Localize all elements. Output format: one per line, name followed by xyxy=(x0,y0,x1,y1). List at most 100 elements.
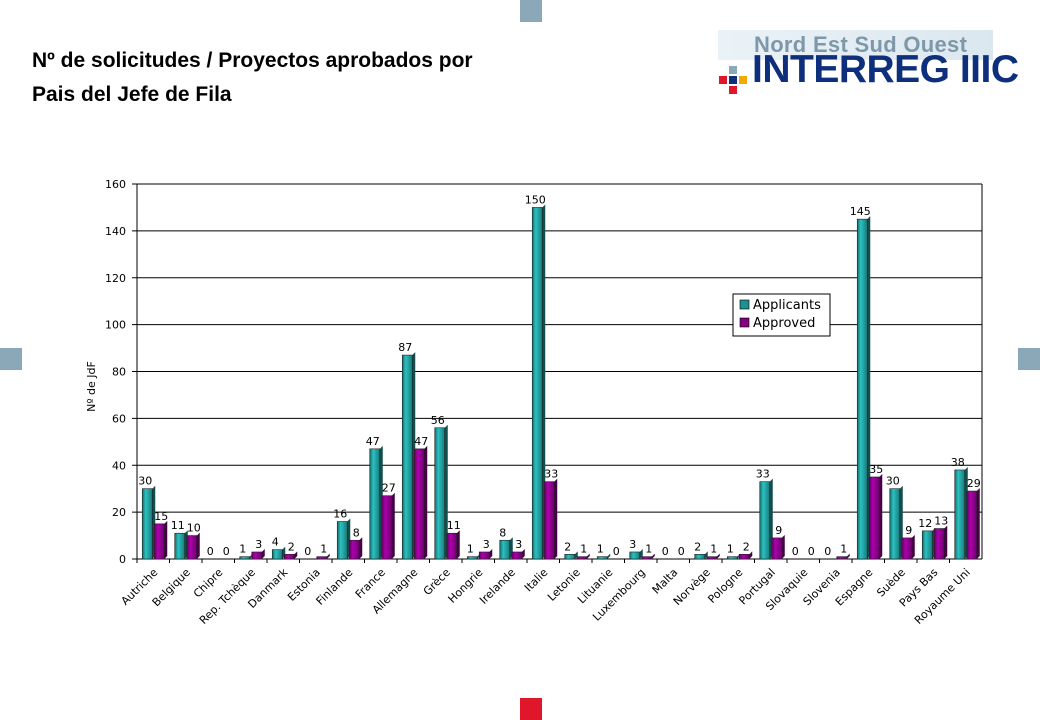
data-label-applicants: 3 xyxy=(629,538,636,551)
data-label-approved: 27 xyxy=(382,482,396,495)
bar-applicants xyxy=(596,556,608,560)
logo-dots-icon xyxy=(718,60,748,96)
y-tick-label: 140 xyxy=(105,225,126,238)
bar-applicants xyxy=(271,549,283,560)
y-tick-label: 120 xyxy=(105,272,126,285)
slide-title-line2: Pais del Jefe de Fila xyxy=(32,83,232,106)
data-label-approved: 15 xyxy=(154,510,168,523)
bar-applicants xyxy=(174,532,186,560)
data-label-approved: 1 xyxy=(645,543,652,556)
bar-approved xyxy=(641,556,653,560)
bar-side-approved xyxy=(781,534,785,559)
bar-side-approved xyxy=(391,492,395,559)
slide-title: Nº de solicitudes / Proyectos aprobados … xyxy=(32,44,473,112)
data-label-approved: 0 xyxy=(223,545,230,558)
data-label-approved: 0 xyxy=(613,545,620,558)
data-label-applicants: 1 xyxy=(727,543,734,556)
bar-approved xyxy=(576,556,588,560)
legend-swatch-applicants xyxy=(739,299,750,310)
data-label-approved: 9 xyxy=(905,524,912,537)
legend: Applicants Approved xyxy=(732,293,831,337)
logo-top-text: Nord Est Sud Ouest xyxy=(754,32,968,57)
data-label-approved: 3 xyxy=(255,538,262,551)
data-label-applicants: 30 xyxy=(138,475,152,488)
bar-side-applicants xyxy=(607,553,611,559)
bar-approved xyxy=(316,556,328,560)
bar-applicants xyxy=(564,554,576,560)
bar-side-approved xyxy=(294,551,298,559)
data-label-applicants: 56 xyxy=(431,414,445,427)
bar-side-approved xyxy=(489,548,493,559)
bar-side-approved xyxy=(456,530,460,559)
data-label-approved: 10 xyxy=(187,522,201,535)
bar-side-approved xyxy=(716,553,720,559)
bar-applicants xyxy=(336,521,348,560)
decorative-square-top xyxy=(520,0,542,22)
data-label-applicants: 0 xyxy=(304,545,311,558)
x-tick-label: Malta xyxy=(650,566,681,597)
interreg-logo: Nord Est Sud Ouest INTERREG IIIC xyxy=(718,30,1019,96)
bar-applicants xyxy=(466,556,478,560)
data-label-applicants: 0 xyxy=(792,545,799,558)
bar-approved xyxy=(933,528,945,560)
bar-approved xyxy=(153,523,165,560)
y-tick-label: 0 xyxy=(119,553,126,566)
x-tick-label: Finlande xyxy=(314,566,356,608)
bar-side-approved xyxy=(879,473,883,559)
bar-approved xyxy=(966,490,978,560)
bar-applicants xyxy=(141,488,153,560)
data-label-applicants: 0 xyxy=(824,545,831,558)
data-label-applicants: 47 xyxy=(366,435,380,448)
data-label-approved: 2 xyxy=(288,540,295,553)
data-label-applicants: 12 xyxy=(918,517,932,530)
data-label-approved: 33 xyxy=(544,468,558,481)
bar-applicants xyxy=(694,554,706,560)
bar-side-applicants xyxy=(444,424,448,559)
bar-approved xyxy=(348,539,360,560)
data-label-applicants: 11 xyxy=(171,519,185,532)
data-label-approved: 2 xyxy=(743,540,750,553)
bar-applicants xyxy=(369,448,381,560)
data-label-approved: 1 xyxy=(710,543,717,556)
bar-side-approved xyxy=(586,553,590,559)
legend-label-applicants: Applicants xyxy=(753,298,821,313)
bar-side-applicants xyxy=(542,204,546,559)
y-tick-label: 80 xyxy=(112,366,126,379)
bar-side-approved xyxy=(944,525,948,559)
bar-approved xyxy=(413,448,425,560)
data-label-applicants: 1 xyxy=(239,543,246,556)
data-label-approved: 3 xyxy=(515,538,522,551)
bar-side-applicants xyxy=(704,551,708,559)
bar-approved xyxy=(446,532,458,560)
bar-applicants xyxy=(401,354,413,560)
data-label-applicants: 145 xyxy=(850,205,871,218)
y-tick-label: 20 xyxy=(112,506,126,519)
bar-side-approved xyxy=(164,520,168,559)
data-label-applicants: 2 xyxy=(564,540,571,553)
bar-applicants xyxy=(531,207,543,560)
y-tick-label: 160 xyxy=(105,178,126,191)
y-axis-title: Nº de JdF xyxy=(85,361,98,412)
data-label-approved: 11 xyxy=(447,519,461,532)
bar-approved xyxy=(836,556,848,560)
data-label-approved: 0 xyxy=(808,545,815,558)
bar-approved xyxy=(868,476,880,560)
bar-approved xyxy=(543,481,555,560)
data-label-approved: 0 xyxy=(678,545,685,558)
bar-side-approved xyxy=(196,532,200,559)
data-label-approved: 1 xyxy=(320,543,327,556)
bar-side-approved xyxy=(976,488,980,559)
x-tick-label: Irelande xyxy=(477,566,518,607)
data-label-approved: 1 xyxy=(580,543,587,556)
bar-side-approved xyxy=(359,537,363,559)
bar-applicants xyxy=(889,488,901,560)
y-tick-label: 40 xyxy=(112,459,126,472)
logo-banner xyxy=(718,30,993,60)
decorative-square-left xyxy=(0,348,22,370)
bar-applicants xyxy=(434,427,446,560)
y-tick-label: 100 xyxy=(105,319,126,332)
data-label-applicants: 4 xyxy=(272,536,279,549)
bar-side-applicants xyxy=(867,216,871,559)
bar-approved xyxy=(901,537,913,560)
